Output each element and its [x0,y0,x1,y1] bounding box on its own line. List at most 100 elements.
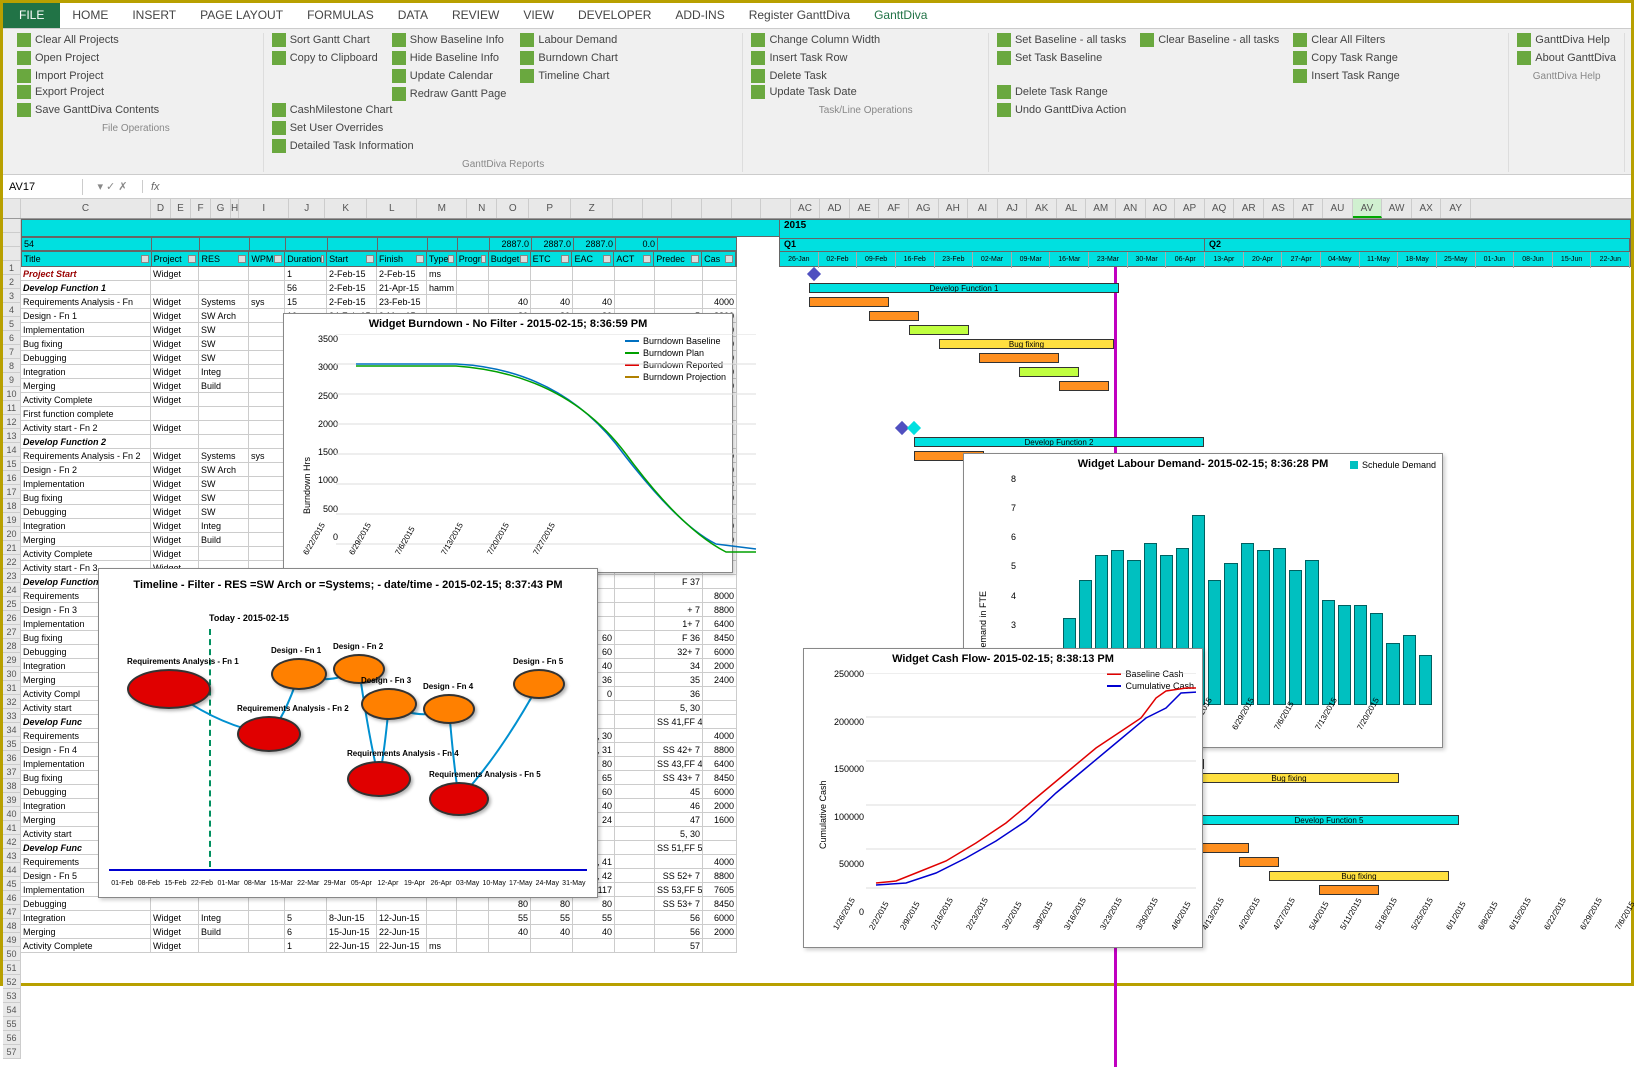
col-AN[interactable]: AN [1116,199,1146,218]
ribbon-redraw-gantt-page[interactable]: Redraw Gantt Page [392,87,507,101]
ribbon-set-user-overrides[interactable]: Set User Overrides [272,121,414,135]
tab-pagelayout[interactable]: PAGE LAYOUT [188,3,295,28]
tab-addins[interactable]: ADD-INS [663,3,736,28]
ribbon-export-project[interactable]: Export Project [17,85,159,99]
col-AI[interactable]: AI [968,199,998,218]
col-K[interactable]: K [325,199,367,218]
gantt-bar[interactable] [1019,367,1079,377]
col-AF[interactable]: AF [879,199,909,218]
ribbon-about-ganttdiva[interactable]: About GanttDiva [1517,51,1616,65]
gantt-bar[interactable] [869,311,919,321]
table-row[interactable]: Activity CompleteWidget122-Jun-1522-Jun-… [21,939,737,953]
gantt-bar[interactable]: Bug fixing [1269,871,1449,881]
tab-developer[interactable]: DEVELOPER [566,3,663,28]
gantt-bar[interactable] [979,353,1059,363]
col-[interactable] [613,199,643,218]
col-[interactable] [672,199,702,218]
col-AR[interactable]: AR [1234,199,1264,218]
ribbon-insert-task-row[interactable]: Insert Task Row [751,51,880,65]
timeline-node[interactable] [271,658,327,690]
col-AO[interactable]: AO [1146,199,1176,218]
tab-register[interactable]: Register GanttDiva [737,3,862,28]
col-AG[interactable]: AG [909,199,939,218]
gantt-bar[interactable]: Develop Function 5 [1199,815,1459,825]
ribbon-burndown-chart[interactable]: Burndown Chart [520,51,618,65]
ribbon-cashmilestone-chart[interactable]: CashMilestone Chart [272,103,414,117]
ribbon-sort-gantt-chart[interactable]: Sort Gantt Chart [272,33,378,47]
tab-view[interactable]: VIEW [511,3,566,28]
col-O[interactable]: O [497,199,529,218]
ribbon-open-project[interactable]: Open Project [17,51,119,65]
ribbon-hide-baseline-info[interactable]: Hide Baseline Info [392,51,507,65]
col-AL[interactable]: AL [1057,199,1087,218]
ribbon-copy-task-range[interactable]: Copy Task Range [1293,51,1399,65]
gantt-bar[interactable] [909,325,969,335]
col-N[interactable]: N [467,199,497,218]
timeline-node[interactable] [127,669,211,709]
col-AS[interactable]: AS [1264,199,1294,218]
col-[interactable] [702,199,732,218]
col-AX[interactable]: AX [1412,199,1442,218]
gantt-bar[interactable]: Bug fixing [1179,773,1399,783]
timeline-node[interactable] [429,782,489,816]
tab-formulas[interactable]: FORMULAS [295,3,386,28]
col-AV[interactable]: AV [1353,199,1383,218]
cashflow-chart[interactable]: Widget Cash Flow- 2015-02-15; 8:38:13 PM… [803,648,1203,948]
col-AP[interactable]: AP [1175,199,1205,218]
gantt-bar[interactable] [1059,381,1109,391]
col-[interactable] [761,199,791,218]
col-[interactable] [643,199,673,218]
col-AE[interactable]: AE [850,199,880,218]
col-M[interactable]: M [417,199,467,218]
timeline-chart[interactable]: Timeline - Filter - RES =SW Arch or =Sys… [98,568,598,898]
ribbon-update-task-date[interactable]: Update Task Date [751,85,856,99]
ribbon-delete-task[interactable]: Delete Task [751,69,880,83]
ribbon-import-project[interactable]: Import Project [17,69,119,83]
ribbon-delete-task-range[interactable]: Delete Task Range [997,85,1126,99]
ribbon-set-baseline-all-tasks[interactable]: Set Baseline - all tasks [997,33,1126,47]
col-E[interactable]: E [171,199,191,218]
col-AK[interactable]: AK [1027,199,1057,218]
col-AM[interactable]: AM [1086,199,1116,218]
ribbon-save-ganttdiva-contents[interactable]: Save GanttDiva Contents [17,103,159,117]
gantt-milestone[interactable] [807,267,821,281]
gantt-bar[interactable] [809,297,889,307]
tab-insert[interactable]: INSERT [120,3,188,28]
gantt-bar[interactable]: Develop Function 2 [914,437,1204,447]
col-AD[interactable]: AD [820,199,850,218]
table-row[interactable]: Requirements Analysis - FnWidgetSystemss… [21,295,737,309]
ribbon-clear-all-filters[interactable]: Clear All Filters [1293,33,1399,47]
col-G[interactable]: G [211,199,231,218]
col-J[interactable]: J [289,199,325,218]
ribbon-ganttdiva-help[interactable]: GanttDiva Help [1517,33,1616,47]
timeline-node[interactable] [361,688,417,720]
ribbon-clear-all-projects[interactable]: Clear All Projects [17,33,119,47]
col-L[interactable]: L [367,199,417,218]
ribbon-timeline-chart[interactable]: Timeline Chart [520,69,618,83]
col-AY[interactable]: AY [1441,199,1471,218]
ribbon-update-calendar[interactable]: Update Calendar [392,69,507,83]
ribbon-clear-baseline-all-tasks[interactable]: Clear Baseline - all tasks [1140,33,1279,47]
col-AT[interactable]: AT [1294,199,1324,218]
col-AJ[interactable]: AJ [998,199,1028,218]
col-AC[interactable]: AC [791,199,821,218]
tab-ganttdiva[interactable]: GanttDiva [862,3,939,28]
ribbon-show-baseline-info[interactable]: Show Baseline Info [392,33,507,47]
tab-home[interactable]: HOME [60,3,120,28]
timeline-node[interactable] [237,716,301,752]
table-row[interactable]: Project StartWidget12-Feb-152-Feb-15ms [21,267,737,281]
gantt-bar[interactable] [1239,857,1279,867]
timeline-node[interactable] [423,694,475,724]
tab-review[interactable]: REVIEW [440,3,511,28]
col-D[interactable]: D [151,199,171,218]
col-AH[interactable]: AH [939,199,969,218]
table-row[interactable]: MergingWidgetBuild615-Jun-1522-Jun-15404… [21,925,737,939]
col-H[interactable]: H [231,199,239,218]
table-row[interactable]: Develop Function 1562-Feb-1521-Apr-15ham… [21,281,737,295]
ribbon-detailed-task-information[interactable]: Detailed Task Information [272,139,414,153]
col-AQ[interactable]: AQ [1205,199,1235,218]
col-F[interactable]: F [191,199,211,218]
name-box[interactable]: AV17 [3,179,83,195]
ribbon-change-column-width[interactable]: Change Column Width [751,33,880,47]
table-row[interactable]: Debugging808080SS 53+ 78450 [21,897,737,911]
